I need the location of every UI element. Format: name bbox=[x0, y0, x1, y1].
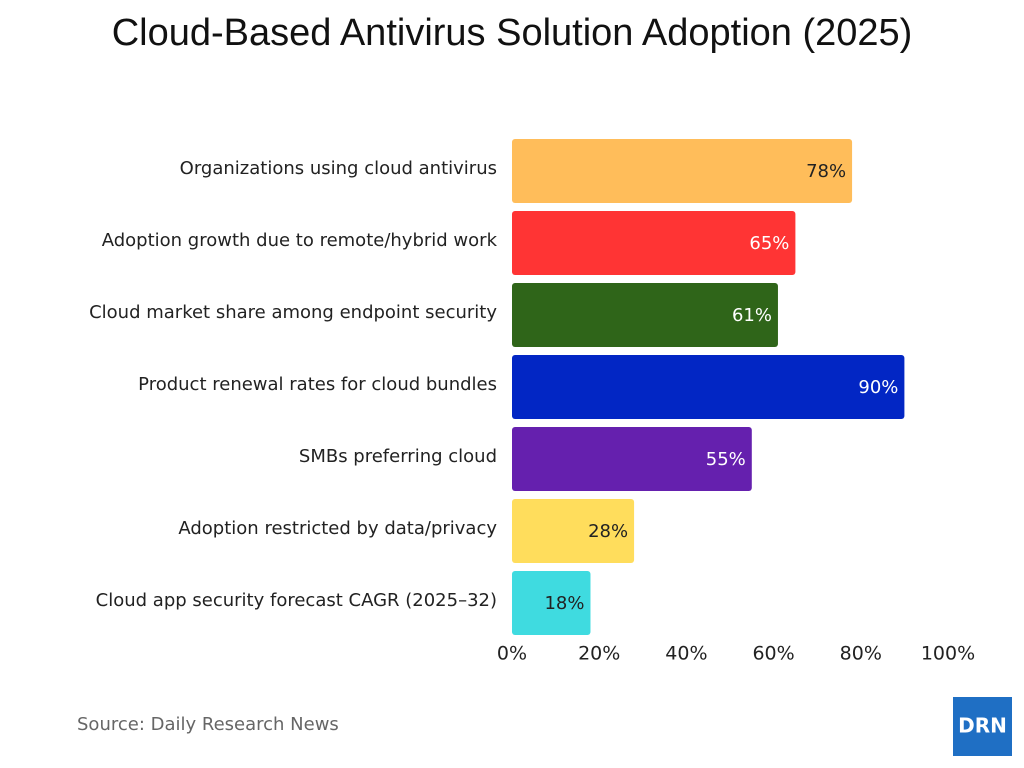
bar bbox=[512, 427, 752, 491]
logo-box bbox=[953, 697, 1012, 756]
x-tick-label: 100% bbox=[921, 643, 975, 665]
x-tick-label: 0% bbox=[497, 643, 527, 665]
value-label: 55% bbox=[706, 449, 746, 470]
y-tick-label: Cloud app security forecast CAGR (2025–3… bbox=[96, 590, 497, 611]
y-tick-label: Product renewal rates for cloud bundles bbox=[138, 374, 497, 395]
y-tick-label: Adoption restricted by data/privacy bbox=[178, 518, 497, 539]
x-tick-label: 20% bbox=[578, 643, 620, 665]
y-tick-label: Organizations using cloud antivirus bbox=[180, 158, 497, 179]
source: Source: Daily Research News bbox=[77, 714, 339, 735]
y-tick-label: Adoption growth due to remote/hybrid wor… bbox=[102, 230, 498, 251]
value-label: 78% bbox=[806, 161, 846, 182]
bar bbox=[512, 139, 853, 203]
x-tick-label: 60% bbox=[752, 643, 794, 665]
bar bbox=[512, 499, 635, 563]
bar bbox=[512, 571, 591, 635]
value-label: 61% bbox=[732, 305, 772, 326]
value-label: 28% bbox=[588, 521, 628, 542]
value-label: 18% bbox=[544, 593, 584, 614]
value-label: 90% bbox=[858, 377, 898, 398]
logo: DRN bbox=[958, 714, 1007, 738]
y-tick-label: SMBs preferring cloud bbox=[299, 446, 497, 467]
y-tick-label: Cloud market share among endpoint securi… bbox=[89, 302, 497, 323]
x-tick-label: 80% bbox=[840, 643, 882, 665]
x-tick-label: 40% bbox=[665, 643, 707, 665]
bar bbox=[512, 211, 796, 275]
chart-title: Cloud-Based Antivirus Solution Adoption … bbox=[111, 12, 913, 54]
bar bbox=[512, 283, 778, 347]
bar bbox=[512, 355, 905, 419]
value-label: 65% bbox=[749, 233, 789, 254]
